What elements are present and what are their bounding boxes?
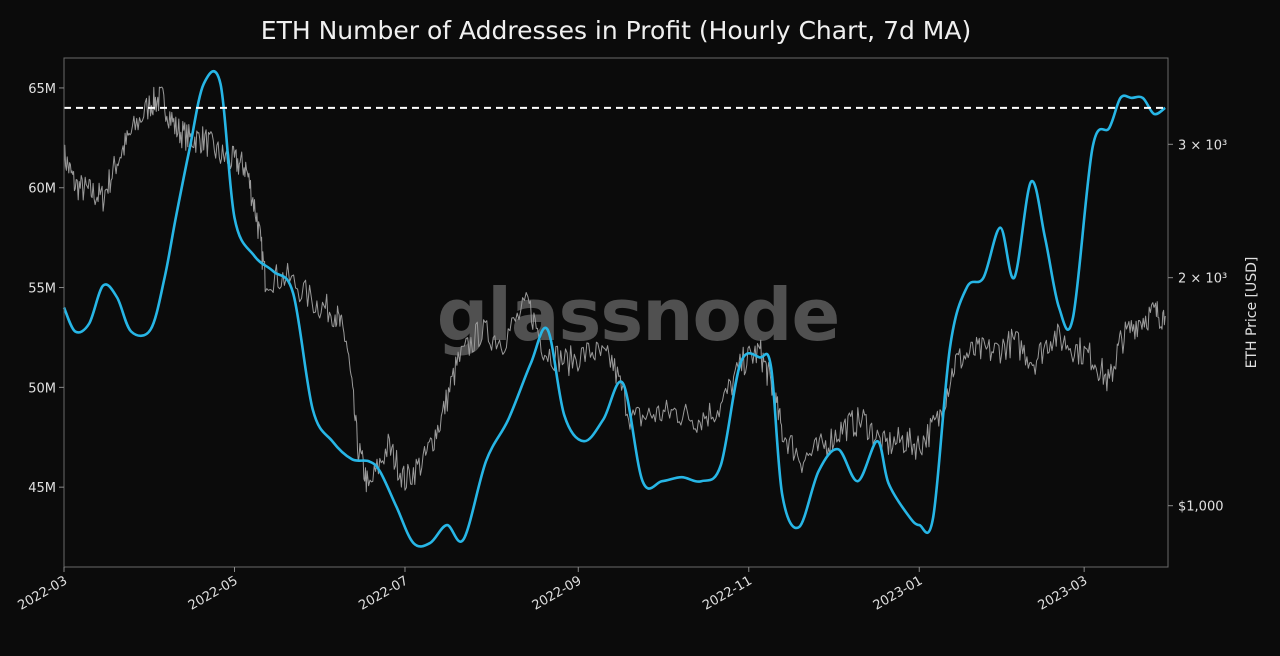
y-axis-right: $1,000 2 × 10³ 3 × 10³ [1168,138,1227,515]
y-axis-left: 45M 50M 55M 60M 65M [28,82,64,496]
x-tick-label: 2023-01 [871,573,926,613]
y-left-tick-label: 65M [28,82,56,97]
plot-frame [63,57,1169,568]
x-axis: 2022-03 2022-05 2022-07 2022-09 2022-11 2023-… [15,567,1090,614]
y-left-tick-label: 50M [28,381,56,396]
price-series-line [63,86,1166,493]
y-right-tick-label: $1,000 [1178,500,1224,515]
addresses-series-line [62,70,1166,548]
watermark: glassnode [437,273,840,357]
x-tick-label: 2022-09 [530,573,585,613]
addresses-series-layer [62,70,1166,548]
y-right-tick-label: 3 × 10³ [1178,138,1227,153]
y-left-tick-label: 45M [28,481,56,496]
chart-title: ETH Number of Addresses in Profit (Hourl… [260,16,972,45]
price-series-layer [63,86,1166,493]
y-left-tick-label: 55M [28,282,56,297]
x-tick-label: 2023-03 [1036,573,1091,613]
x-tick-label: 2022-11 [700,573,755,613]
y-right-tick-label: 2 × 10³ [1178,272,1227,287]
y-axis-right-label: ETH Price [USD] [1244,257,1260,369]
watermark-layer: glassnode [437,273,841,357]
x-tick-label: 2022-07 [356,573,411,613]
x-tick-label: 2022-05 [186,573,241,613]
y-left-tick-label: 60M [28,182,56,197]
x-tick-label: 2022-03 [15,573,70,613]
